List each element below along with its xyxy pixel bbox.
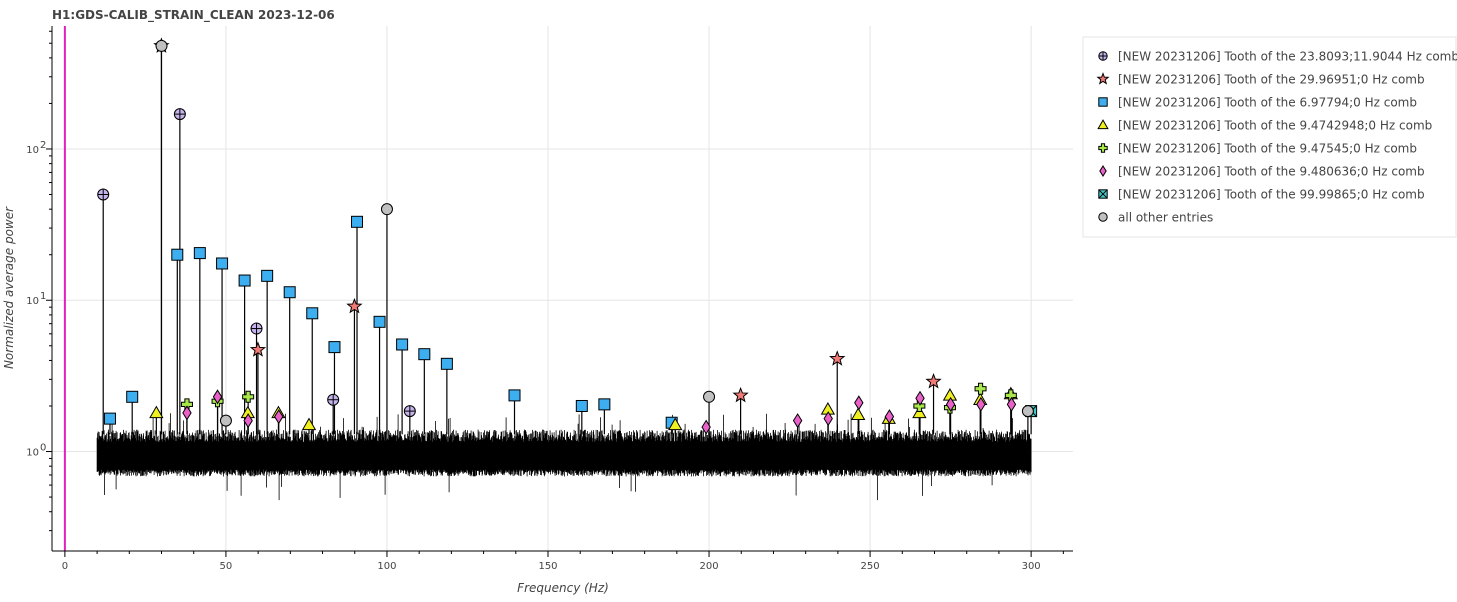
data-marker [242, 390, 255, 403]
data-marker [250, 322, 263, 335]
legend-label: [NEW 20231206] Tooth of the 9.4742948;0 … [1118, 119, 1432, 133]
data-marker [701, 419, 711, 435]
markers [97, 37, 1038, 435]
data-marker [97, 188, 110, 201]
data-marker [925, 373, 942, 389]
legend-box [1082, 36, 1457, 238]
noise-floor [96, 413, 1032, 501]
legend-label: all other entries [1118, 211, 1213, 225]
legend-marker [1099, 165, 1107, 177]
data-marker [193, 247, 206, 260]
data-marker [945, 396, 956, 412]
x-tick-label: 0 [62, 561, 68, 572]
legend-label: [NEW 20231206] Tooth of the 23.8093;11.9… [1118, 50, 1457, 64]
legend-marker [1096, 72, 1110, 85]
data-marker [346, 297, 363, 314]
legend-marker [1098, 212, 1108, 222]
y-tick-exponent: 0 [40, 443, 46, 454]
data-marker [598, 398, 611, 411]
data-marker [823, 411, 833, 427]
data-marker [1021, 405, 1034, 418]
legend-label: [NEW 20231206] Tooth of the 99.99865;0 H… [1118, 188, 1425, 202]
data-marker [403, 405, 416, 418]
legend-marker [1098, 51, 1108, 61]
data-marker [440, 357, 453, 370]
data-marker [182, 405, 192, 421]
data-marker [850, 407, 866, 421]
data-marker [328, 341, 341, 354]
data-marker [327, 393, 340, 406]
data-marker [913, 399, 926, 412]
y-tick-label: 10 [26, 448, 39, 459]
line-stems [102, 45, 1032, 435]
data-marker [854, 395, 864, 411]
data-marker [668, 417, 683, 431]
chart-title: H1:GDS-CALIB_STRAIN_CLEAN 2023-12-06 [52, 8, 335, 23]
x-tick-label: 200 [700, 561, 719, 572]
legend-label: [NEW 20231206] Tooth of the 6.97794;0 Hz… [1118, 96, 1417, 110]
x-tick-label: 50 [220, 561, 233, 572]
data-marker [155, 39, 168, 52]
data-marker [792, 413, 803, 429]
data-marker [243, 413, 253, 429]
data-marker [216, 257, 229, 270]
data-marker [301, 417, 317, 431]
x-axis-label: Frequency (Hz) [517, 581, 609, 595]
data-marker [306, 307, 319, 320]
legend: [NEW 20231206] Tooth of the 23.8093;11.9… [1082, 36, 1457, 238]
data-marker [732, 386, 749, 403]
data-marker [396, 338, 409, 351]
data-marker [508, 389, 521, 402]
data-marker [829, 350, 846, 366]
data-marker [974, 382, 987, 395]
x-tick-label: 100 [377, 561, 396, 572]
data-marker [575, 399, 588, 412]
data-marker [173, 108, 186, 121]
legend-label: [NEW 20231206] Tooth of the 9.480636;0 H… [1118, 165, 1425, 179]
data-marker [283, 286, 296, 299]
y-tick-label: 10 [26, 145, 39, 156]
y-axis-label: Normalized average power [2, 206, 16, 369]
data-marker [915, 390, 925, 406]
data-marker [171, 248, 184, 261]
grid [52, 26, 1073, 551]
data-marker [703, 390, 716, 403]
data-marker [274, 409, 284, 425]
legend-label: [NEW 20231206] Tooth of the 9.47545;0 Hz… [1118, 142, 1417, 156]
data-marker [351, 215, 364, 228]
data-marker [238, 274, 251, 287]
data-marker [884, 409, 895, 425]
legend-marker [1098, 97, 1108, 107]
data-marker [212, 389, 223, 405]
spectrum-trace [96, 413, 1032, 501]
x-tick-label: 250 [861, 561, 880, 572]
y-tick-label: 10 [26, 296, 39, 307]
data-marker [103, 412, 116, 425]
x-tick-label: 300 [1022, 561, 1041, 572]
legend-marker [1098, 143, 1108, 153]
data-marker [373, 315, 386, 328]
y-tick-exponent: 2 [40, 140, 46, 151]
x-tick-label: 150 [538, 561, 557, 572]
legend-label: [NEW 20231206] Tooth of the 29.96951;0 H… [1118, 73, 1425, 87]
data-marker [912, 405, 927, 419]
data-marker [976, 396, 986, 412]
legend-marker [1097, 119, 1109, 130]
data-marker [219, 414, 232, 427]
data-marker [249, 341, 267, 357]
data-marker [1006, 396, 1017, 412]
data-marker [261, 269, 274, 282]
y-tick-exponent: 1 [40, 291, 46, 302]
data-marker [418, 348, 431, 361]
legend-marker [1098, 189, 1108, 199]
data-marker [126, 390, 139, 403]
data-marker [380, 203, 393, 216]
data-marker [149, 405, 164, 419]
